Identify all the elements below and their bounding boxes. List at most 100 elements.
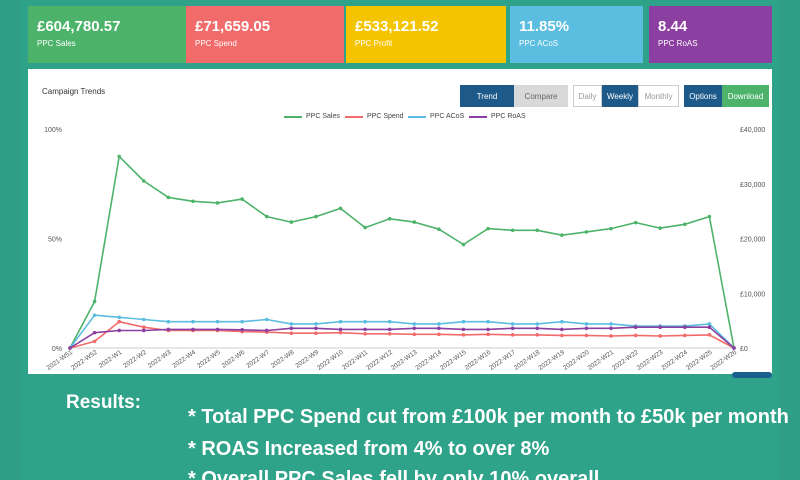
data-point [609, 334, 613, 338]
x-axis-tick-label: 2022-W10 [316, 349, 345, 372]
right-axis-tick-label: £20,000 [740, 237, 765, 244]
legend-swatch [469, 115, 487, 118]
legend-item-ppc-acos[interactable]: PPC ACoS [408, 113, 464, 120]
right-axis-tick-label: £10,000 [740, 291, 765, 298]
data-point [683, 325, 687, 329]
x-axis-tick-label: 2022-W11 [341, 349, 370, 372]
data-point [560, 327, 564, 332]
x-axis-tick-label: 2022-W25 [685, 349, 714, 372]
x-axis-tick-label: 2022-W15 [439, 349, 468, 372]
legend-item-ppc-spend[interactable]: PPC Spend [345, 113, 404, 120]
data-point [560, 333, 564, 338]
data-point [363, 225, 367, 230]
kpi-label: PPC Sales [37, 39, 76, 48]
data-point [707, 325, 712, 329]
data-point [363, 319, 367, 324]
weekly-button[interactable]: Weekly [602, 85, 638, 107]
legend-swatch [408, 115, 426, 118]
data-point [486, 319, 490, 324]
data-point [117, 154, 121, 159]
data-point [437, 322, 441, 326]
x-axis-tick-label: 2022-W12 [365, 349, 394, 372]
chart-legend: PPC Sales PPC Spend PPC ACoS PPC RoAS [28, 113, 772, 125]
data-point [92, 339, 97, 344]
data-point [338, 330, 343, 335]
data-point [166, 195, 171, 200]
data-point [338, 319, 343, 324]
kpi-card-roas[interactable]: 8.44 PPC RoAS [649, 6, 772, 63]
x-axis-tick-label: 2022-W7 [245, 349, 271, 370]
data-point [510, 228, 515, 233]
options-button[interactable]: Options [684, 85, 722, 107]
right-axis-tick-label: £30,000 [740, 182, 765, 189]
data-point [314, 214, 318, 219]
data-point [412, 322, 417, 326]
series-line-ppc-roas [69, 326, 735, 349]
monthly-button[interactable]: Monthly [638, 85, 679, 107]
data-point [437, 227, 441, 231]
kpi-label: PPC Profit [355, 39, 393, 48]
trend-button[interactable]: Trend [460, 85, 514, 107]
data-point [486, 327, 490, 332]
download-button[interactable]: Download [722, 85, 769, 107]
data-point [707, 333, 712, 337]
data-point [461, 242, 466, 247]
legend-item-ppc-roas[interactable]: PPC RoAS [469, 113, 526, 120]
data-point [338, 327, 343, 332]
series-line-ppc-acos [69, 314, 735, 349]
data-point [289, 326, 294, 331]
data-point [289, 220, 294, 224]
kpi-value: 8.44 [658, 18, 688, 35]
data-point [683, 222, 687, 227]
data-point [387, 327, 392, 332]
data-point [437, 326, 441, 331]
data-point [314, 322, 318, 326]
data-point [707, 322, 712, 326]
x-axis-tick-label: 2022-W1 [98, 349, 124, 370]
data-point [486, 226, 490, 231]
x-axis-tick-label: 2022-W16 [464, 349, 493, 372]
kpi-card-sales[interactable]: £604,780.57 PPC Sales [28, 6, 186, 63]
data-point [486, 332, 490, 337]
data-point [633, 325, 638, 329]
data-point [584, 322, 589, 326]
data-point [412, 332, 417, 337]
data-point [264, 328, 269, 333]
data-point [535, 322, 540, 326]
kpi-card-profit[interactable]: £533,121.52 PPC Profit [346, 6, 506, 63]
data-point [535, 326, 540, 331]
data-point [560, 319, 564, 324]
left-axis-tick-label: 0% [52, 346, 62, 353]
data-point [510, 333, 515, 337]
x-axis-tick-label: 2022-W22 [611, 349, 640, 372]
data-point [584, 230, 589, 234]
kpi-value: £604,780.57 [37, 18, 121, 35]
data-point [461, 327, 466, 332]
x-axis-tick-label: 2022-W2 [122, 349, 148, 370]
x-axis-tick-label: 2022-W23 [636, 349, 665, 372]
data-point [117, 319, 121, 324]
data-point [141, 317, 146, 322]
horizontal-scrollbar[interactable] [732, 372, 772, 378]
x-axis-tick-label: 2022-W17 [488, 349, 517, 372]
legend-swatch [284, 115, 302, 118]
legend-label: PPC ACoS [430, 113, 465, 120]
kpi-card-spend[interactable]: £71,659.05 PPC Spend [186, 6, 344, 63]
kpi-card-acos[interactable]: 11.85% PPC ACoS [510, 6, 643, 63]
data-point [412, 326, 417, 331]
x-axis-tick-label: 2022-W52 [70, 349, 99, 372]
data-point [584, 333, 589, 338]
data-point [683, 333, 687, 338]
daily-button[interactable]: Daily [573, 85, 602, 107]
data-point [658, 226, 663, 230]
data-point [289, 322, 294, 326]
data-point [141, 328, 146, 333]
legend-item-ppc-sales[interactable]: PPC Sales [284, 113, 340, 120]
data-point [535, 333, 540, 337]
data-point [338, 206, 343, 211]
compare-button[interactable]: Compare [514, 85, 568, 107]
x-axis-tick-label: 2022-W26 [710, 349, 739, 372]
data-point [240, 328, 244, 332]
series-line-ppc-spend [69, 320, 735, 349]
data-point [535, 228, 540, 233]
